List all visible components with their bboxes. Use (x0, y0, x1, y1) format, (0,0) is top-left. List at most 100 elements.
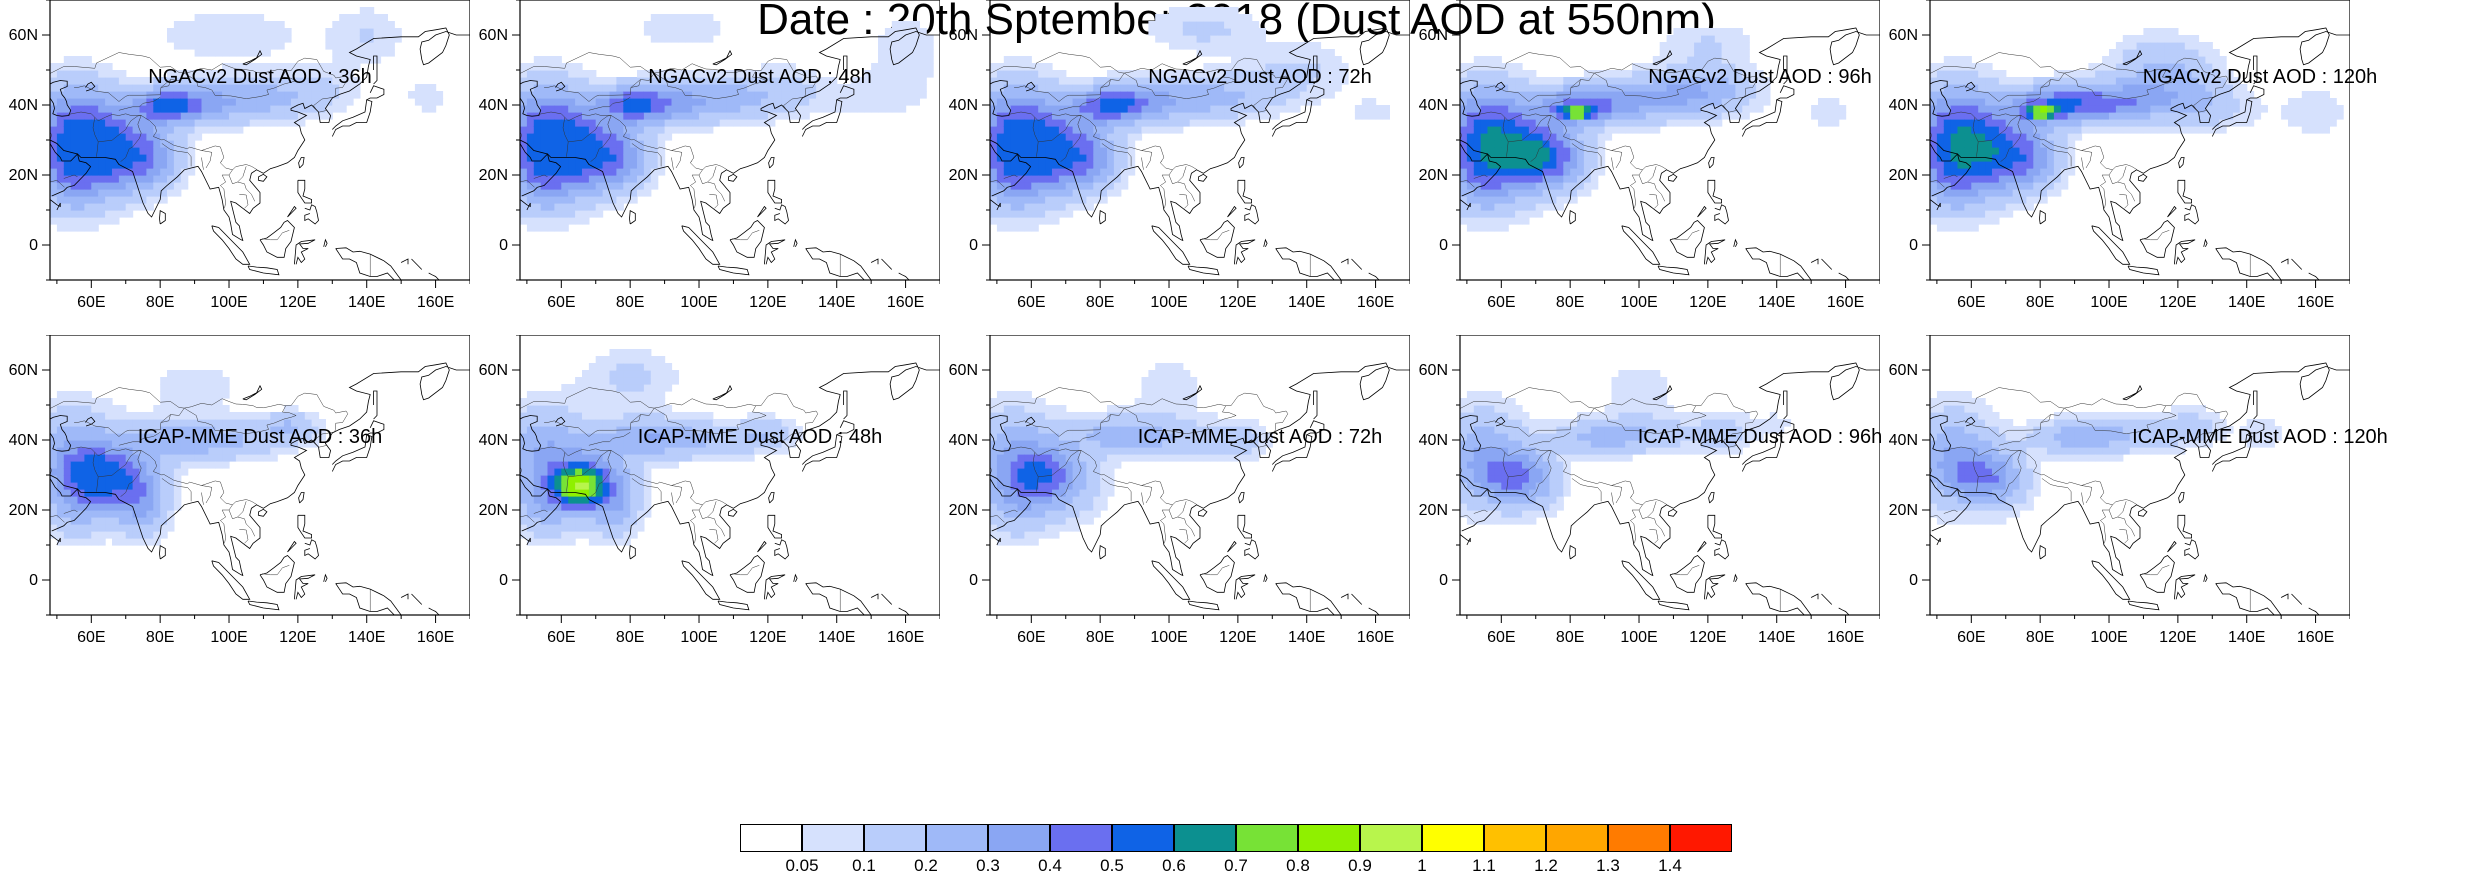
aod-cell (740, 112, 748, 120)
aod-cell (1646, 98, 1654, 106)
aod-cell (1680, 112, 1688, 120)
coastline (288, 207, 297, 218)
aod-cell (64, 454, 72, 462)
aod-cell (78, 189, 86, 197)
aod-cell (568, 175, 576, 183)
aod-cell (520, 210, 528, 218)
aod-cell (208, 461, 216, 469)
aod-cell (616, 119, 624, 127)
aod-cell (630, 161, 638, 169)
aod-cell (112, 196, 120, 204)
aod-cell (575, 126, 583, 134)
aod-cell (1066, 91, 1074, 99)
aod-cell (2185, 56, 2193, 64)
aod-cell (50, 182, 58, 190)
aod-cell (2054, 112, 2062, 120)
aod-cell (408, 91, 416, 99)
aod-cell (160, 391, 168, 399)
aod-cell (105, 168, 113, 176)
aod-cell (119, 98, 127, 106)
aod-cell (1722, 91, 1730, 99)
aod-cell (699, 105, 707, 113)
aod-cell (1832, 119, 1840, 127)
aod-cell (2178, 126, 2186, 134)
aod-cell (270, 35, 278, 43)
aod-cell (1708, 49, 1716, 57)
aod-cell (2137, 126, 2145, 134)
aod-cell (387, 42, 395, 50)
aod-cell (1494, 70, 1502, 78)
aod-cell (1494, 140, 1502, 148)
aod-cell (1694, 42, 1702, 50)
aod-cell (1135, 133, 1143, 141)
aod-cell (1210, 42, 1218, 50)
aod-cell (78, 524, 86, 532)
aod-cell (91, 531, 99, 539)
aod-cell (1086, 203, 1094, 211)
aod-cell (1176, 35, 1184, 43)
aod-cell (2026, 126, 2034, 134)
aod-cell (2164, 28, 2172, 36)
aod-cell (181, 384, 189, 392)
aod-cell (1522, 126, 1530, 134)
aod-cell (140, 531, 148, 539)
aod-cell (1093, 112, 1101, 120)
aod-cell (167, 454, 175, 462)
aod-cell (1550, 175, 1558, 183)
aod-cell (2302, 126, 2310, 134)
aod-cell (520, 154, 528, 162)
aod-cell (1612, 98, 1620, 106)
aod-cell (167, 161, 175, 169)
aod-cell (1024, 133, 1032, 141)
aod-cell (1501, 189, 1509, 197)
aod-cell (119, 475, 127, 483)
aod-cell (1155, 119, 1163, 127)
aod-cell (990, 140, 998, 148)
aod-cell (167, 391, 175, 399)
aod-cell (1818, 105, 1826, 113)
coastline (1668, 174, 1677, 181)
aod-cell (91, 189, 99, 197)
aod-cell (2026, 84, 2034, 92)
aod-cell (57, 461, 65, 469)
aod-cell (1183, 14, 1191, 22)
aod-cell (2137, 105, 2145, 113)
aod-cell (851, 98, 859, 106)
aod-cell (1460, 119, 1468, 127)
aod-cell (1944, 119, 1952, 127)
aod-cell (1978, 175, 1986, 183)
aod-cell (64, 196, 72, 204)
aod-cell (2040, 77, 2048, 85)
aod-cell (651, 161, 659, 169)
aod-cell (1086, 126, 1094, 134)
aod-cell (534, 203, 542, 211)
aod-cell (126, 210, 134, 218)
aod-cell (1190, 7, 1198, 15)
aod-cell (534, 217, 542, 225)
aod-cell (64, 210, 72, 218)
aod-cell (754, 119, 762, 127)
aod-cell (381, 28, 389, 36)
aod-cell (589, 91, 597, 99)
aod-cell (2109, 56, 2117, 64)
aod-cell (167, 154, 175, 162)
aod-cell (1080, 126, 1088, 134)
aod-cell (1217, 91, 1225, 99)
aod-cell (2047, 154, 2055, 162)
aod-cell (1515, 210, 1523, 218)
coastline (258, 174, 267, 181)
aod-cell (160, 154, 168, 162)
aod-cell (2013, 154, 2021, 162)
aod-cell (181, 182, 189, 190)
aod-cell (1522, 119, 1530, 127)
aod-cell (623, 112, 631, 120)
aod-cell (1563, 168, 1571, 176)
aod-cell (112, 538, 120, 546)
coastline (794, 240, 797, 247)
aod-cell (140, 454, 148, 462)
aod-cell (990, 91, 998, 99)
aod-cell (1100, 175, 1108, 183)
aod-cell (174, 377, 182, 385)
aod-cell (1279, 56, 1287, 64)
aod-cell (885, 98, 893, 106)
